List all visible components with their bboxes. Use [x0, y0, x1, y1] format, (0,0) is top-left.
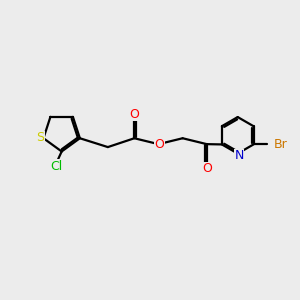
Text: Cl: Cl	[50, 160, 62, 173]
Text: O: O	[129, 108, 139, 121]
Text: O: O	[155, 138, 165, 151]
Text: Br: Br	[274, 138, 288, 151]
Text: N: N	[235, 149, 244, 162]
Text: S: S	[36, 131, 44, 144]
Text: O: O	[202, 162, 212, 176]
